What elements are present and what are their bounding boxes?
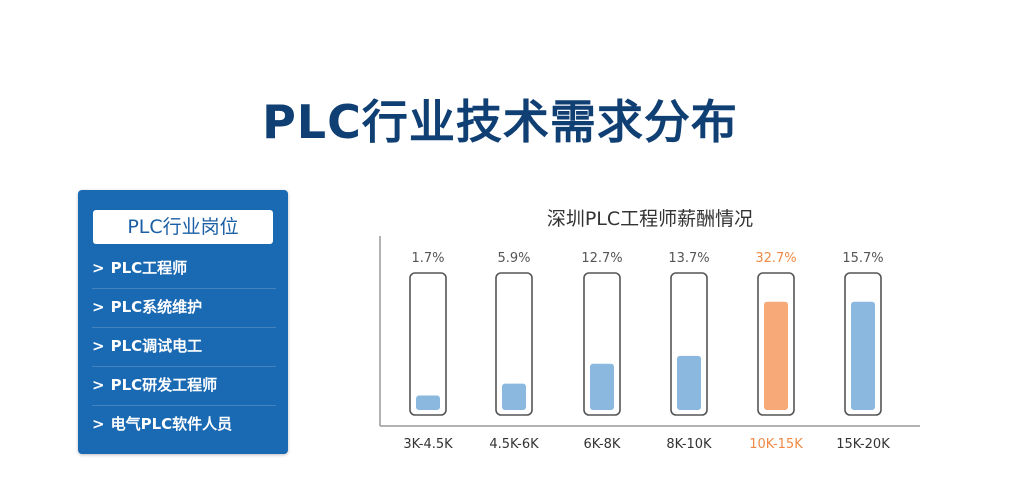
- x-tick-label: 15K-20K: [836, 437, 890, 452]
- data-label: 12.7%: [581, 251, 622, 266]
- arrow-icon: >: [92, 298, 105, 316]
- data-label: 32.7%: [755, 251, 796, 266]
- data-label: 15.7%: [842, 251, 883, 266]
- job-position-item[interactable]: > 电气PLC软件人员: [92, 406, 276, 444]
- job-position-item[interactable]: > PLC工程师: [92, 250, 276, 289]
- job-position-item[interactable]: > PLC系统维护: [92, 289, 276, 328]
- job-position-label: PLC工程师: [110, 259, 188, 277]
- arrow-icon: >: [92, 259, 105, 277]
- x-tick-label: 4.5K-6K: [489, 437, 539, 452]
- arrow-icon: >: [92, 376, 105, 394]
- bar: [764, 301, 788, 410]
- job-positions-header: PLC行业岗位: [93, 210, 273, 244]
- job-position-label: PLC调试电工: [110, 337, 203, 355]
- data-label: 5.9%: [497, 251, 530, 266]
- chart-title: 深圳PLC工程师薪酬情况: [546, 208, 754, 230]
- x-tick-label: 3K-4.5K: [403, 437, 453, 452]
- page-title: PLC行业技术需求分布: [262, 95, 738, 149]
- job-position-item[interactable]: > PLC研发工程师: [92, 367, 276, 406]
- bar: [502, 383, 526, 410]
- bar: [416, 395, 440, 410]
- job-positions-list: > PLC工程师 > PLC系统维护 > PLC调试电工 > PLC研发工程师 > 电气P…: [92, 250, 276, 444]
- x-tick-label: 6K-8K: [584, 437, 621, 452]
- data-label: 13.7%: [668, 251, 709, 266]
- x-tick-label: 10K-15K: [749, 437, 803, 452]
- bar: [851, 301, 875, 410]
- bar-outline: [495, 272, 533, 416]
- job-position-label: PLC研发工程师: [110, 376, 218, 394]
- x-tick-label: 8K-10K: [666, 437, 712, 452]
- arrow-icon: >: [92, 415, 105, 433]
- bar: [677, 355, 701, 410]
- data-label: 1.7%: [411, 251, 444, 266]
- job-position-label: 电气PLC软件人员: [110, 415, 233, 433]
- arrow-icon: >: [92, 337, 105, 355]
- bar: [590, 363, 614, 410]
- job-position-label: PLC系统维护: [110, 298, 203, 316]
- bar-outline: [409, 272, 447, 416]
- job-positions-panel: PLC行业岗位 > PLC工程师 > PLC系统维护 > PLC调试电工 > PLC研发…: [78, 190, 288, 454]
- job-position-item[interactable]: > PLC调试电工: [92, 328, 276, 367]
